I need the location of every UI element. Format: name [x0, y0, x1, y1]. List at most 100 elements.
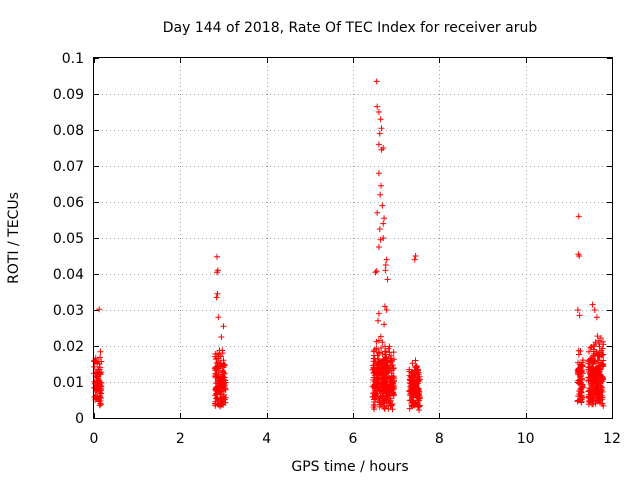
data-point — [380, 373, 387, 380]
data-point — [409, 403, 416, 410]
data-point — [594, 333, 601, 340]
data-point — [416, 376, 423, 383]
data-point — [376, 130, 383, 137]
data-point — [412, 369, 419, 376]
data-point — [585, 388, 592, 395]
data-point — [374, 376, 381, 383]
data-point — [390, 377, 397, 384]
data-point — [96, 390, 103, 397]
y-tick-label: 0.03 — [53, 303, 84, 319]
data-point — [377, 116, 384, 123]
x-tick-label: 12 — [603, 431, 621, 447]
data-point — [94, 360, 101, 367]
data-point — [220, 378, 227, 385]
data-point — [212, 400, 219, 407]
y-tick-label: 0.08 — [53, 123, 84, 139]
data-point — [409, 388, 416, 395]
data-point — [218, 334, 225, 340]
data-point — [379, 339, 386, 346]
data-point — [370, 358, 377, 365]
data-point — [371, 398, 378, 405]
data-point — [380, 145, 387, 151]
data-point — [577, 379, 584, 386]
data-point — [598, 373, 605, 380]
y-tick-label: 0.09 — [53, 87, 84, 103]
data-point — [598, 352, 605, 359]
data-point — [220, 391, 227, 398]
data-point — [378, 125, 385, 132]
data-point — [593, 375, 600, 382]
data-point — [407, 397, 414, 404]
y-tick-label: 0.04 — [53, 267, 84, 283]
data-point — [217, 353, 224, 360]
data-point — [411, 256, 418, 263]
data-point — [375, 244, 382, 250]
x-tick-label: 2 — [176, 431, 185, 447]
data-point — [383, 307, 390, 313]
data-point — [406, 366, 413, 373]
data-point — [213, 394, 220, 401]
data-point — [375, 317, 382, 324]
data-point — [219, 350, 226, 357]
chart-title: Day 144 of 2018, Rate Of TEC Index for r… — [163, 20, 538, 36]
data-point — [593, 314, 600, 321]
data-point — [381, 215, 388, 222]
data-point — [575, 367, 582, 374]
data-point — [591, 376, 598, 383]
data-point — [585, 393, 592, 400]
data-point — [91, 363, 98, 370]
data-point — [389, 362, 396, 369]
data-point — [578, 399, 585, 406]
data-point — [382, 262, 389, 268]
data-point — [377, 236, 384, 243]
data-point — [371, 402, 378, 409]
data-point — [384, 364, 391, 371]
data-point — [412, 357, 419, 364]
data-point — [213, 395, 220, 402]
data-point — [386, 349, 393, 356]
data-point — [574, 307, 581, 313]
data-point — [386, 399, 393, 406]
data-point — [416, 402, 423, 409]
data-point — [598, 396, 605, 403]
data-point — [379, 368, 386, 375]
data-point — [377, 191, 384, 198]
data-point — [221, 396, 228, 403]
data-point — [381, 348, 388, 355]
data-point — [381, 383, 388, 390]
data-point — [591, 307, 598, 313]
plot-frame — [93, 57, 613, 419]
data-point — [588, 366, 595, 373]
data-point — [380, 220, 387, 227]
data-point — [214, 350, 221, 357]
data-point — [574, 397, 581, 404]
data-point — [408, 373, 415, 380]
data-point — [374, 103, 381, 110]
y-tick-label: 0.06 — [53, 195, 84, 211]
data-point — [375, 337, 382, 344]
data-point — [380, 392, 387, 399]
data-point — [384, 387, 391, 394]
data-point — [592, 400, 599, 407]
data-point — [593, 387, 600, 394]
y-tick-label: 0.07 — [53, 159, 84, 175]
data-point — [217, 377, 224, 384]
data-point — [590, 341, 597, 348]
data-point — [376, 226, 383, 232]
data-point — [384, 276, 391, 283]
data-point — [214, 253, 221, 260]
data-point — [381, 361, 388, 368]
data-point — [577, 372, 584, 379]
data-point — [411, 377, 418, 384]
data-points — [91, 78, 607, 414]
data-point — [373, 345, 380, 352]
data-point — [213, 294, 220, 301]
data-point — [386, 381, 393, 388]
data-point — [412, 253, 419, 259]
data-point — [388, 357, 395, 364]
y-tick-label: 0 — [75, 411, 84, 427]
data-point — [408, 380, 415, 387]
x-tick-label: 10 — [517, 431, 535, 447]
data-point — [220, 323, 227, 330]
